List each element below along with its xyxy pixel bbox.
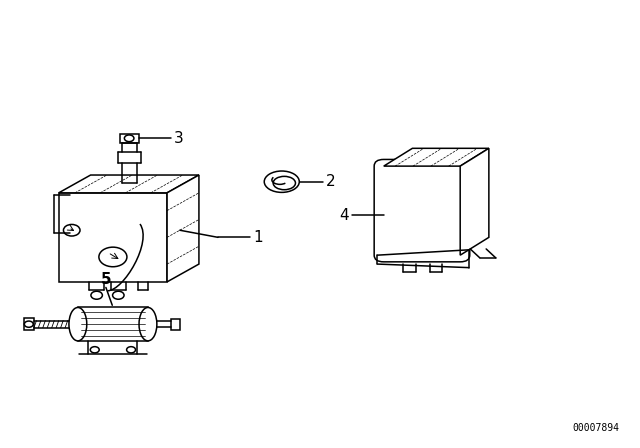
Bar	[120, 134, 139, 143]
Text: 00007894: 00007894	[573, 423, 620, 433]
Polygon shape	[460, 148, 489, 255]
Ellipse shape	[264, 171, 300, 192]
Bar	[171, 319, 180, 330]
Ellipse shape	[139, 307, 157, 341]
Ellipse shape	[69, 307, 87, 341]
Polygon shape	[384, 148, 489, 166]
Text: 1: 1	[253, 230, 262, 245]
Bar	[78, 307, 148, 341]
FancyBboxPatch shape	[374, 159, 470, 262]
Polygon shape	[167, 175, 199, 282]
Polygon shape	[59, 175, 199, 193]
Text: 3: 3	[173, 131, 184, 146]
Text: 5: 5	[100, 272, 111, 288]
Text: 2: 2	[326, 174, 336, 189]
Polygon shape	[59, 193, 167, 282]
Text: 4: 4	[339, 207, 349, 223]
Bar	[24, 319, 34, 330]
Ellipse shape	[273, 177, 296, 190]
